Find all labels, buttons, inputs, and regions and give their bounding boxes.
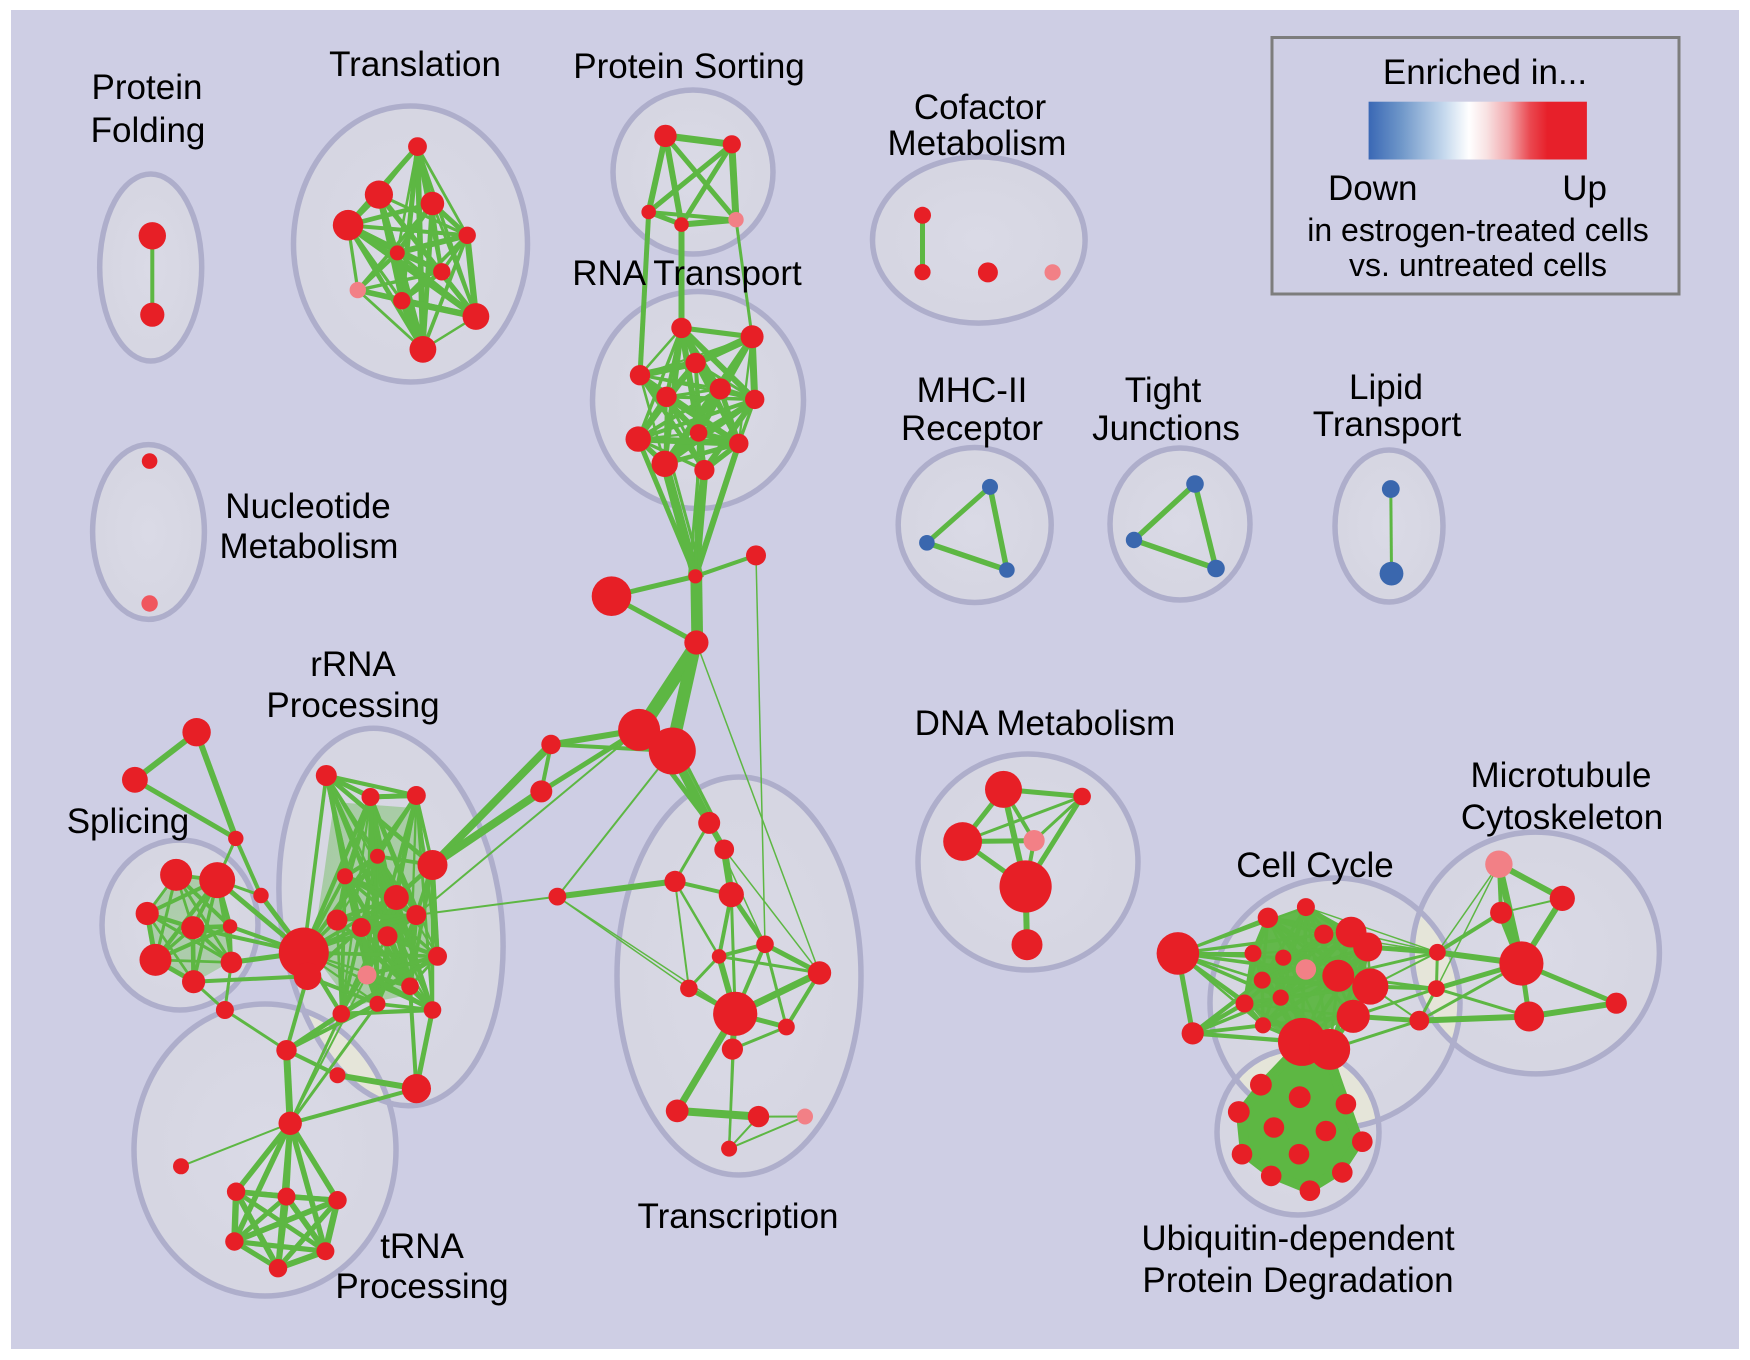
svg-text:MHC-II: MHC-II (917, 371, 1028, 410)
svg-text:Receptor: Receptor (901, 409, 1043, 448)
svg-text:Splicing: Splicing (67, 802, 190, 841)
svg-text:Metabolism: Metabolism (220, 527, 399, 566)
svg-text:Transport: Transport (1313, 405, 1462, 444)
svg-text:in estrogen-treated cells: in estrogen-treated cells (1307, 212, 1649, 248)
svg-text:Metabolism: Metabolism (888, 124, 1067, 163)
svg-text:Cell Cycle: Cell Cycle (1236, 846, 1394, 885)
svg-text:rRNA: rRNA (310, 645, 396, 684)
svg-text:Nucleotide: Nucleotide (225, 487, 390, 526)
svg-text:Folding: Folding (91, 111, 206, 150)
svg-text:tRNA: tRNA (380, 1227, 464, 1266)
svg-text:Translation: Translation (329, 45, 501, 84)
svg-text:Junctions: Junctions (1092, 409, 1240, 448)
svg-text:Enriched in...: Enriched in... (1383, 53, 1587, 92)
svg-text:DNA Metabolism: DNA Metabolism (915, 704, 1176, 743)
svg-text:Up: Up (1562, 169, 1607, 208)
svg-text:Processing: Processing (266, 686, 439, 725)
svg-text:Ubiquitin-dependent: Ubiquitin-dependent (1141, 1219, 1455, 1258)
svg-text:Lipid: Lipid (1349, 368, 1423, 407)
svg-text:Protein Sorting: Protein Sorting (573, 47, 805, 86)
svg-text:Protein: Protein (92, 68, 203, 107)
svg-text:Protein Degradation: Protein Degradation (1142, 1261, 1453, 1300)
svg-text:Cytoskeleton: Cytoskeleton (1461, 798, 1663, 837)
svg-text:Transcription: Transcription (638, 1197, 839, 1236)
svg-text:Cofactor: Cofactor (914, 88, 1047, 127)
svg-text:Tight: Tight (1125, 371, 1202, 410)
svg-text:Microtubule: Microtubule (1471, 756, 1652, 795)
svg-text:vs. untreated cells: vs. untreated cells (1349, 247, 1607, 283)
svg-text:Processing: Processing (335, 1267, 508, 1306)
svg-text:Down: Down (1328, 169, 1417, 208)
svg-text:RNA Transport: RNA Transport (572, 254, 802, 293)
